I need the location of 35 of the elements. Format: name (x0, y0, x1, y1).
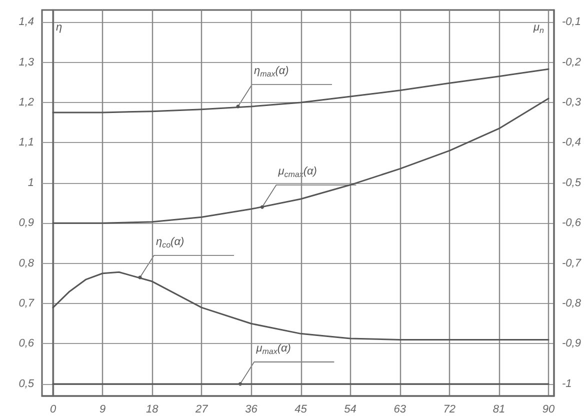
x-tick-label: 0 (50, 404, 57, 416)
x-tick-label: 18 (146, 404, 160, 416)
y2-tick-label: -0,4 (562, 136, 581, 149)
x-tick-label: 9 (99, 404, 106, 416)
y-tick-label: 1 (28, 176, 34, 189)
x-tick-label: 54 (344, 404, 356, 416)
y-tick-label: 0,8 (18, 257, 35, 270)
y2-tick-label: -0,8 (562, 298, 582, 310)
x-tick-label: 45 (294, 404, 308, 416)
y-tick-label: 0,5 (18, 378, 35, 390)
line-series (52, 68, 550, 114)
line-series (52, 271, 550, 340)
y-tick-label: 0,7 (18, 298, 35, 310)
line-series (52, 98, 550, 224)
y-tick-label: 0,9 (18, 217, 34, 230)
x-tick-label: 63 (394, 404, 407, 416)
x-tick-label: 27 (194, 404, 209, 416)
y2-tick-label: -0,5 (562, 176, 582, 189)
y2-tick-label: -0,6 (562, 217, 582, 230)
y-tick-label: 0,6 (18, 338, 35, 350)
y2-tick-label: -0,7 (562, 257, 582, 270)
y2-tick-label: -0,9 (562, 338, 581, 350)
x-tick-label: 72 (443, 404, 456, 416)
x-tick-label: 81 (492, 404, 506, 416)
y2-tick-label: -1 (562, 378, 572, 390)
y-tick-label: 1,4 (18, 16, 34, 28)
x-tick-label: 36 (245, 404, 258, 416)
y2-tick-label: -0,2 (562, 56, 581, 68)
y-tick-label: 1,2 (18, 96, 34, 108)
y2-tick-label: -0,1 (562, 16, 581, 28)
x-tick-label: 90 (542, 404, 556, 416)
y2-tick-label: -0,3 (562, 96, 582, 108)
y-tick-label: 1,1 (18, 136, 34, 149)
y-axis-title: η (56, 22, 62, 34)
y-tick-label: 1,3 (18, 56, 35, 68)
